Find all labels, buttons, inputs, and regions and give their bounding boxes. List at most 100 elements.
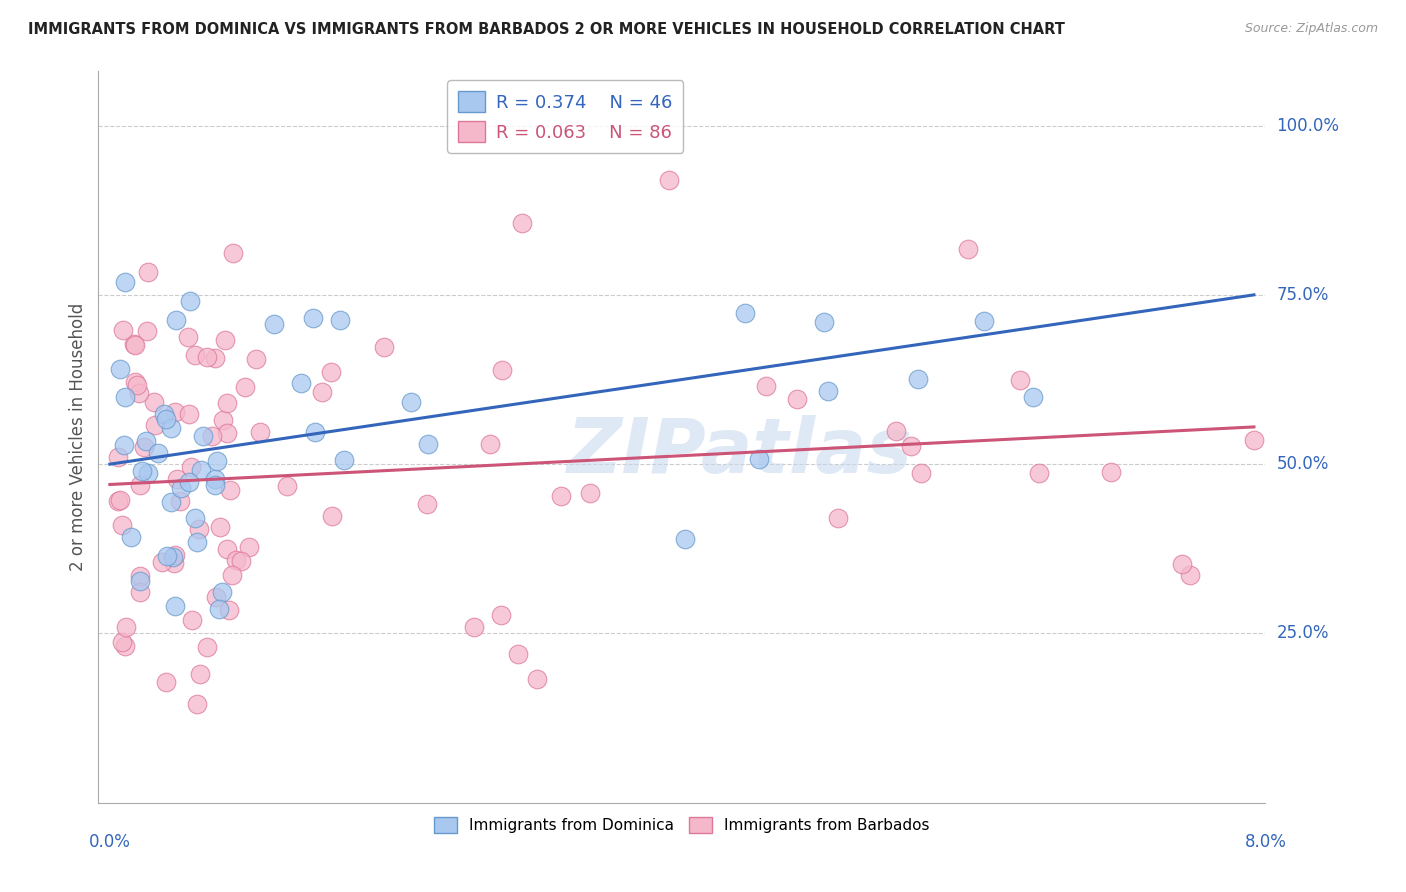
Point: [193, 429, 215, 443]
Point: [124, 376, 146, 390]
Point: [124, 337, 146, 351]
Point: [658, 172, 681, 186]
Point: [127, 378, 149, 392]
Point: [373, 340, 395, 354]
Point: [302, 311, 325, 326]
Point: [114, 640, 136, 654]
Point: [212, 413, 235, 427]
Point: [1099, 465, 1122, 479]
Point: [1022, 390, 1045, 404]
Point: [1171, 557, 1194, 571]
Point: [416, 497, 439, 511]
Point: [179, 293, 201, 308]
Point: [186, 697, 208, 711]
Point: [153, 407, 176, 421]
Point: [165, 313, 187, 327]
Point: [135, 434, 157, 448]
Point: [163, 599, 186, 614]
Point: [489, 608, 512, 623]
Point: [217, 541, 239, 556]
Point: [110, 635, 132, 649]
Point: [311, 384, 333, 399]
Point: [166, 472, 188, 486]
Point: [195, 640, 218, 654]
Point: [215, 425, 238, 440]
Point: [131, 464, 153, 478]
Point: [124, 338, 146, 352]
Point: [290, 376, 312, 390]
Point: [111, 517, 134, 532]
Point: [159, 421, 181, 435]
Text: 8.0%: 8.0%: [1244, 833, 1286, 851]
Point: [128, 386, 150, 401]
Point: [112, 323, 135, 337]
Point: [180, 614, 202, 628]
Point: [205, 590, 228, 604]
Point: [208, 602, 231, 616]
Point: [1028, 466, 1050, 480]
Point: [238, 540, 260, 554]
Point: [304, 425, 326, 439]
Point: [222, 246, 245, 260]
Point: [143, 417, 166, 432]
Point: [673, 532, 696, 546]
Point: [143, 395, 166, 409]
Point: [399, 394, 422, 409]
Point: [183, 511, 205, 525]
Point: [150, 555, 173, 569]
Point: [510, 216, 533, 230]
Point: [169, 493, 191, 508]
Point: [155, 674, 177, 689]
Point: [263, 317, 285, 331]
Point: [190, 463, 212, 477]
Point: [319, 365, 342, 379]
Point: [734, 306, 756, 320]
Point: [163, 556, 186, 570]
Point: [180, 459, 202, 474]
Point: [107, 494, 129, 508]
Point: [146, 446, 169, 460]
Point: [579, 486, 602, 500]
Text: 75.0%: 75.0%: [1277, 285, 1329, 304]
Point: [276, 478, 298, 492]
Legend: Immigrants from Dominica, Immigrants from Barbados: Immigrants from Dominica, Immigrants fro…: [427, 811, 936, 839]
Point: [114, 620, 136, 634]
Point: [114, 275, 136, 289]
Point: [120, 530, 142, 544]
Point: [827, 511, 849, 525]
Point: [1008, 373, 1031, 387]
Point: [786, 392, 808, 406]
Point: [491, 363, 513, 377]
Point: [233, 380, 256, 394]
Point: [215, 396, 238, 410]
Point: [463, 620, 485, 634]
Point: [1178, 567, 1201, 582]
Point: [159, 495, 181, 509]
Point: [1243, 433, 1265, 447]
Point: [129, 569, 152, 583]
Point: [187, 522, 209, 536]
Point: [155, 412, 177, 426]
Point: [221, 568, 243, 582]
Point: [209, 519, 232, 533]
Point: [218, 483, 240, 497]
Point: [218, 603, 240, 617]
Point: [416, 437, 439, 451]
Point: [184, 348, 207, 362]
Point: [195, 351, 218, 365]
Point: [550, 489, 572, 503]
Point: [910, 466, 932, 480]
Point: [526, 673, 548, 687]
Point: [332, 453, 354, 467]
Point: [321, 508, 343, 523]
Point: [128, 477, 150, 491]
Point: [748, 452, 770, 467]
Point: [479, 437, 502, 451]
Point: [163, 548, 186, 562]
Point: [108, 361, 131, 376]
Point: [755, 379, 778, 393]
Point: [129, 574, 152, 588]
Point: [329, 313, 352, 327]
Point: [506, 647, 529, 661]
Point: [886, 424, 908, 438]
